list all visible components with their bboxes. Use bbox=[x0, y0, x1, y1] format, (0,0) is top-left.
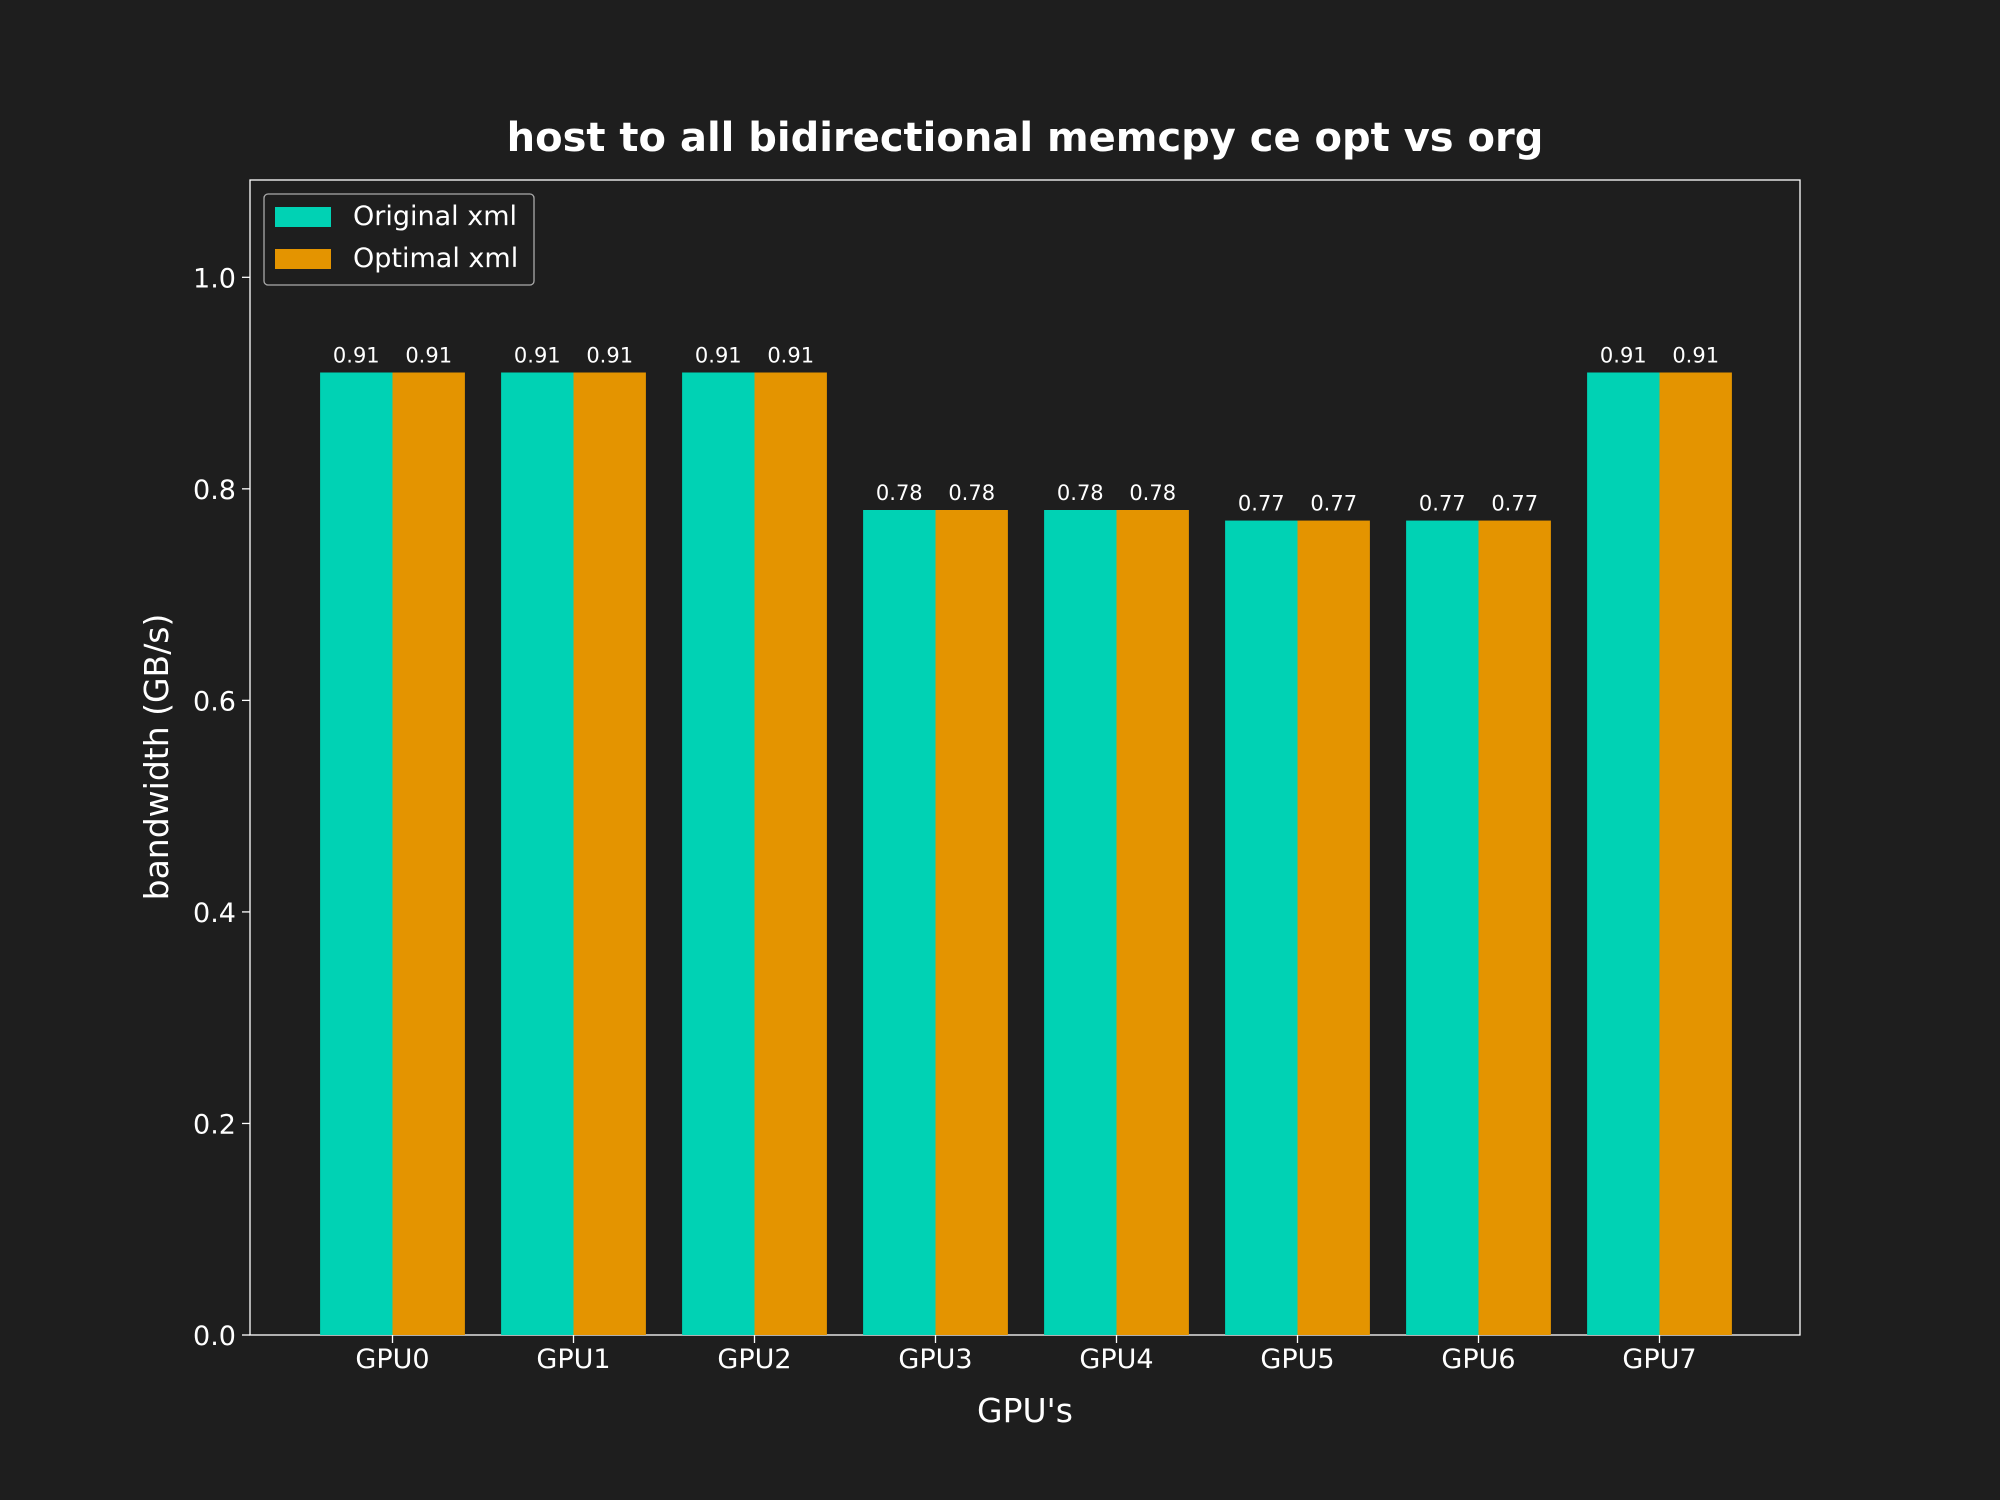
bar-optimal-gpu4 bbox=[1116, 510, 1189, 1335]
bar-value-label: 0.91 bbox=[405, 344, 452, 368]
bar-value-label: 0.77 bbox=[1491, 492, 1538, 516]
bar-original-gpu4 bbox=[1044, 510, 1117, 1335]
bar-value-label: 0.77 bbox=[1310, 492, 1357, 516]
bar-optimal-gpu6 bbox=[1478, 520, 1551, 1335]
bar-original-gpu5 bbox=[1225, 520, 1298, 1335]
y-axis-label: bandwidth (GB/s) bbox=[137, 614, 176, 901]
x-tick-label: GPU7 bbox=[1622, 1344, 1696, 1375]
y-tick-label: 0.2 bbox=[193, 1109, 236, 1140]
bar-original-gpu0 bbox=[320, 372, 393, 1335]
bar-value-label: 0.78 bbox=[1129, 481, 1176, 505]
bar-value-label: 0.91 bbox=[333, 344, 380, 368]
bar-original-gpu3 bbox=[863, 510, 936, 1335]
x-tick-label: GPU3 bbox=[898, 1344, 972, 1375]
bar-optimal-gpu5 bbox=[1297, 520, 1370, 1335]
bar-value-label: 0.91 bbox=[767, 344, 814, 368]
bar-value-label: 0.91 bbox=[514, 344, 561, 368]
legend-swatch bbox=[275, 207, 331, 227]
bar-value-label: 0.91 bbox=[1672, 344, 1719, 368]
bar-value-label: 0.91 bbox=[586, 344, 633, 368]
bar-value-label: 0.77 bbox=[1238, 492, 1285, 516]
bar-optimal-gpu1 bbox=[573, 372, 646, 1335]
legend-swatch bbox=[275, 249, 331, 269]
bar-original-gpu6 bbox=[1406, 520, 1479, 1335]
legend-box bbox=[263, 193, 535, 286]
legend: Original xml Optimal xml bbox=[263, 193, 535, 286]
chart-title: host to all bidirectional memcpy ce opt … bbox=[507, 115, 1544, 161]
x-tick-label: GPU1 bbox=[536, 1344, 610, 1375]
y-tick-label: 1.0 bbox=[193, 263, 236, 294]
bar-optimal-gpu0 bbox=[392, 372, 465, 1335]
legend-label: Optimal xml bbox=[353, 243, 518, 274]
bar-value-label: 0.91 bbox=[695, 344, 742, 368]
bar-optimal-gpu3 bbox=[935, 510, 1008, 1335]
plot-area: 0.0 0.2 0.4 0.6 0.8 1.0 GPU0 0.91 0.91 GPU1 0.91 0.… bbox=[193, 179, 1801, 1375]
bar-value-label: 0.77 bbox=[1419, 492, 1466, 516]
y-tick-label: 0.8 bbox=[193, 475, 236, 506]
x-tick-label: GPU6 bbox=[1441, 1344, 1515, 1375]
x-tick-label: GPU0 bbox=[355, 1344, 429, 1375]
legend-label: Original xml bbox=[353, 201, 517, 232]
bar-value-label: 0.78 bbox=[948, 481, 995, 505]
bar-optimal-gpu7 bbox=[1659, 372, 1732, 1335]
y-tick-label: 0.0 bbox=[193, 1321, 236, 1352]
x-tick-label: GPU5 bbox=[1260, 1344, 1334, 1375]
bar-original-gpu2 bbox=[682, 372, 755, 1335]
y-tick-label: 0.6 bbox=[193, 686, 236, 717]
bar-value-label: 0.78 bbox=[876, 481, 923, 505]
bar-value-label: 0.78 bbox=[1057, 481, 1104, 505]
y-tick-label: 0.4 bbox=[193, 898, 236, 929]
x-tick-label: GPU2 bbox=[717, 1344, 791, 1375]
x-axis-label: GPU's bbox=[977, 1391, 1073, 1430]
x-tick-label: GPU4 bbox=[1079, 1344, 1153, 1375]
bar-original-gpu7 bbox=[1587, 372, 1660, 1335]
bar-original-gpu1 bbox=[501, 372, 574, 1335]
bar-value-label: 0.91 bbox=[1600, 344, 1647, 368]
bar-optimal-gpu2 bbox=[754, 372, 827, 1335]
plot-frame bbox=[249, 179, 1801, 1336]
